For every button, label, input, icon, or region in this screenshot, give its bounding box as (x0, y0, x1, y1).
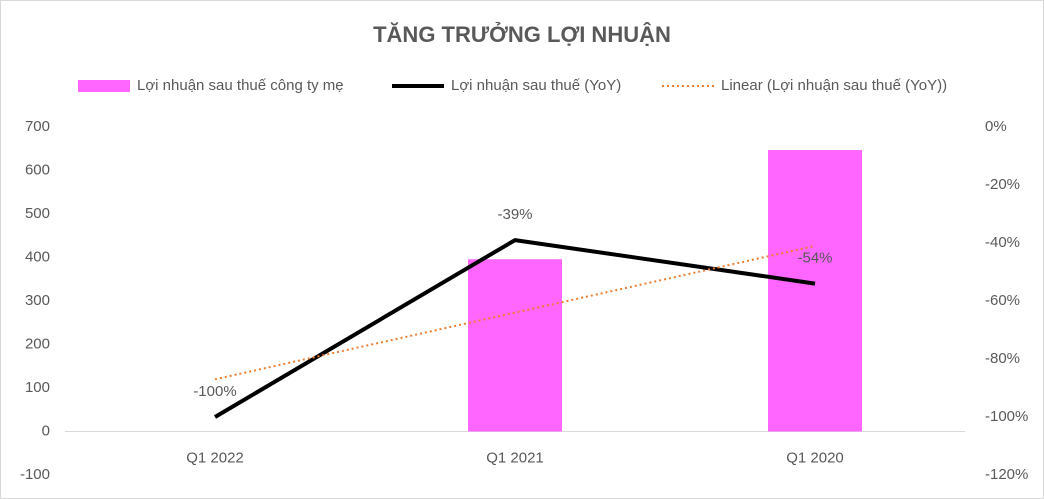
y-tick-label: 500 (25, 205, 50, 222)
y2-tick-label: 0% (985, 118, 1007, 135)
bar (468, 259, 562, 432)
legend-swatch (78, 80, 130, 92)
y-tick-label: 300 (25, 292, 50, 309)
y-tick-label: -100 (20, 466, 50, 483)
legend-label: Linear (Lợi nhuận sau thuế (YoY)) (721, 77, 947, 94)
chart-title: TĂNG TRƯỞNG LỢI NHUẬN (373, 22, 671, 47)
y2-tick-label: -100% (985, 408, 1028, 425)
y-tick-label: 100 (25, 379, 50, 396)
y-tick-label: 0 (42, 422, 50, 439)
y2-tick-label: -20% (985, 176, 1020, 193)
y-tick-label: 400 (25, 248, 50, 265)
y2-tick-label: -40% (985, 234, 1020, 251)
legend-label: Lợi nhuận sau thuế công ty mẹ (137, 77, 344, 94)
legend-label: Lợi nhuận sau thuế (YoY) (451, 77, 621, 94)
y-tick-label: 200 (25, 335, 50, 352)
x-tick-label: Q1 2022 (186, 449, 244, 466)
y2-tick-label: -60% (985, 292, 1020, 309)
y2-tick-label: -120% (985, 466, 1028, 483)
data-label: -39% (497, 206, 532, 223)
x-tick-label: Q1 2020 (786, 449, 844, 466)
y-tick-label: 600 (25, 161, 50, 178)
bar (768, 150, 862, 432)
data-label: -54% (797, 250, 832, 267)
data-label: -100% (193, 383, 236, 400)
y-tick-label: 700 (25, 118, 50, 135)
y2-tick-label: -80% (985, 350, 1020, 367)
x-tick-label: Q1 2021 (486, 449, 544, 466)
